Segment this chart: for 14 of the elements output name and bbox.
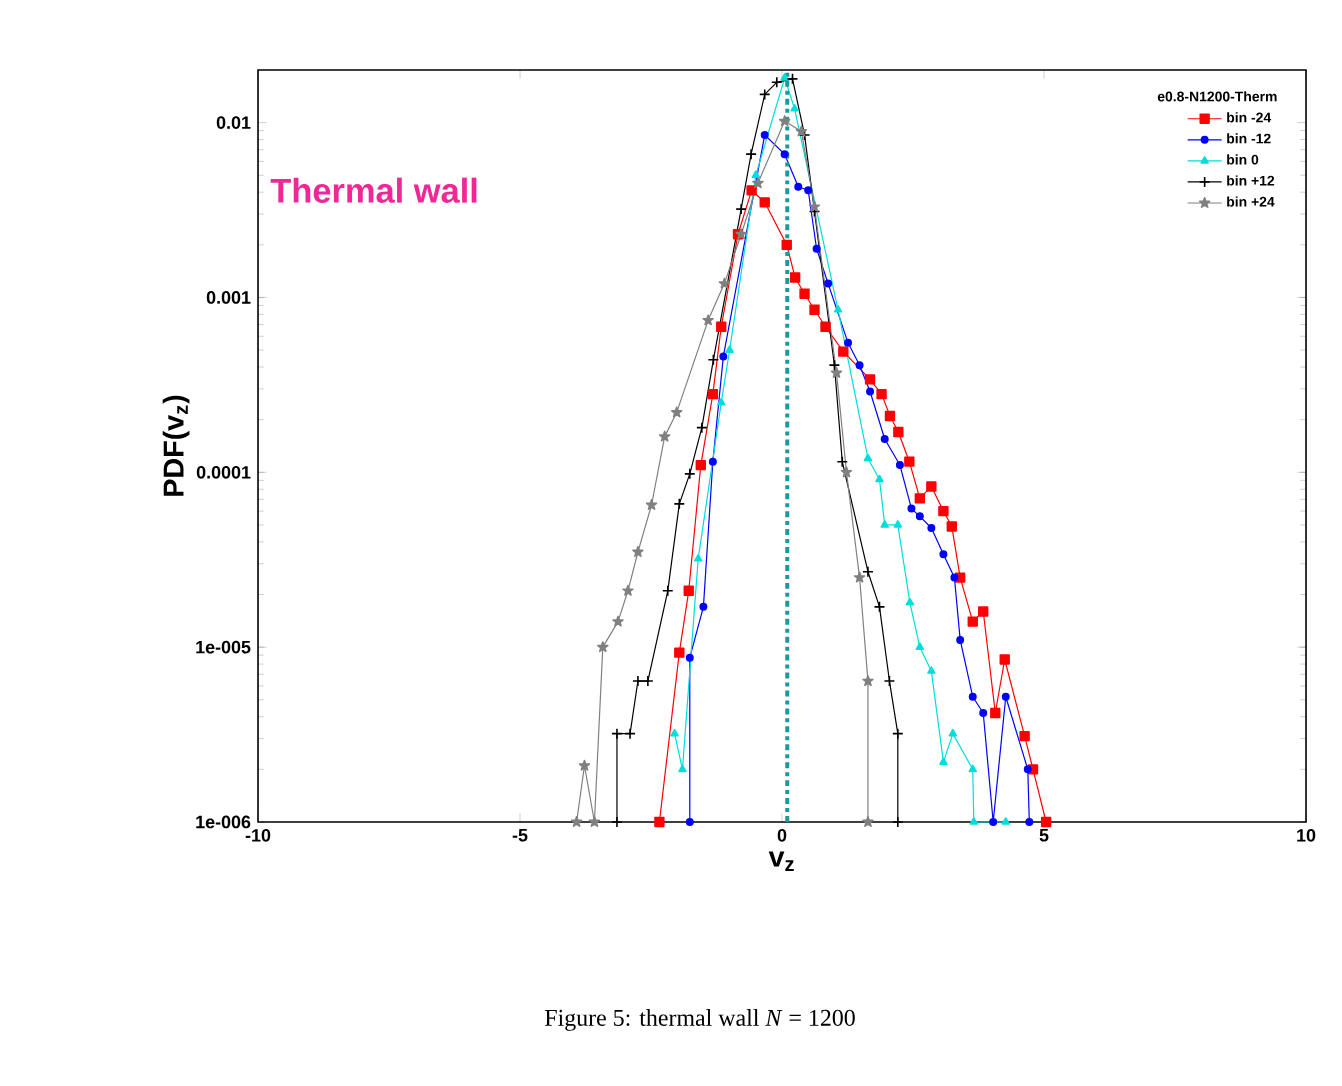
y-tick-label: 0.0001 (196, 465, 251, 479)
y-tick-label: 0.001 (206, 291, 251, 304)
y-tick-label: 0.01 (216, 116, 251, 129)
x-tick-label: 0 (777, 829, 787, 842)
caption: Figure 5: thermal wall N = 1200 (544, 1009, 855, 1031)
annotation: Thermal wall (270, 177, 477, 203)
x-tick-label: 10 (1297, 829, 1316, 842)
y-tick-label: 1e-005 (196, 640, 251, 654)
x-tick-label: -5 (512, 829, 528, 842)
x-tick-label: -10 (245, 829, 271, 842)
y-tick-label: 1e-006 (196, 815, 251, 829)
y-axis-title: PDF(v$_{z}$) (162, 395, 190, 496)
x-tick-label: 5 (1039, 829, 1049, 842)
x-axis-title: v$_{z}$ (768, 851, 794, 871)
